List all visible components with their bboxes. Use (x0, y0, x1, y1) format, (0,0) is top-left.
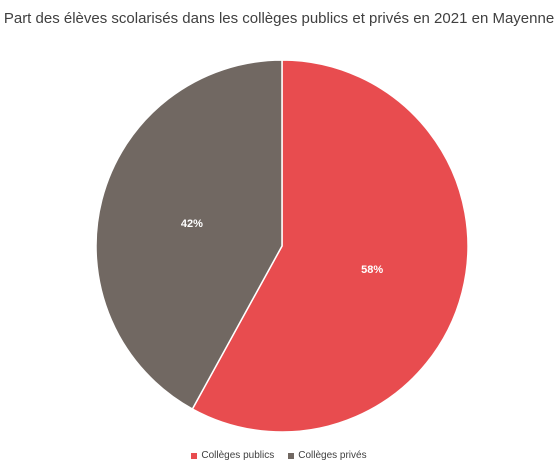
slice-colleges-publics (191, 59, 469, 433)
slice-colleges-prives (95, 59, 283, 411)
legend-swatch-colleges-prives (288, 452, 295, 459)
legend-item-colleges-prives: Collèges privés (288, 450, 367, 461)
data-label-colleges-prives: 42% (181, 218, 203, 230)
legend-label-colleges-publics: Collèges publics (201, 450, 275, 461)
chart-title: Part des élèves scolarisés dans les coll… (3, 10, 555, 27)
legend-swatch-colleges-publics (191, 452, 198, 459)
legend-label-colleges-prives: Collèges privés (298, 450, 367, 461)
data-label-colleges-publics: 58% (361, 264, 383, 276)
legend: Collèges publics Collèges privés (0, 450, 558, 461)
legend-item-colleges-publics: Collèges publics (191, 450, 274, 461)
